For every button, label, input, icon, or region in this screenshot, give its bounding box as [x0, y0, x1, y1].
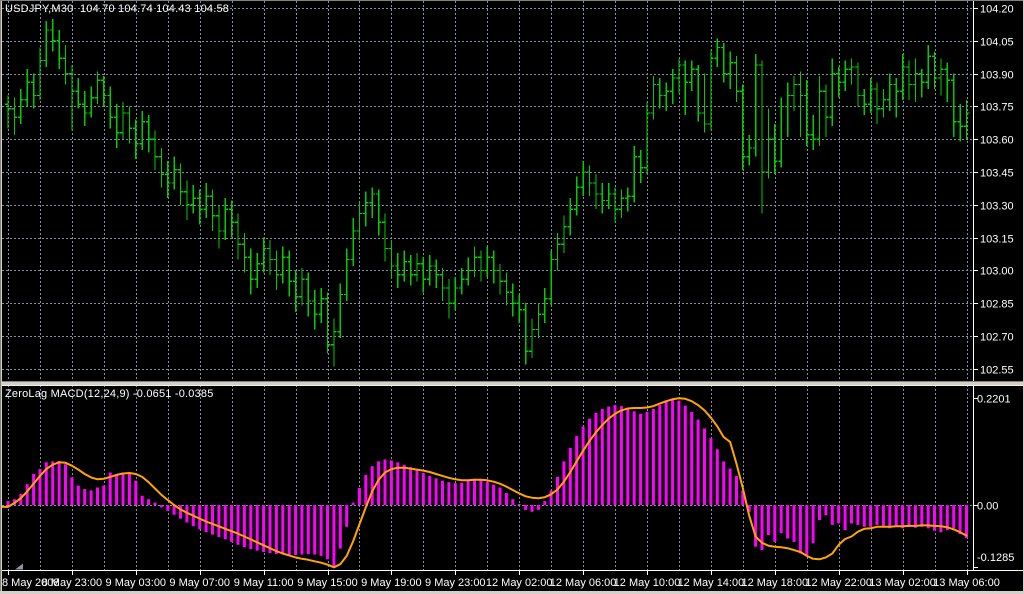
macd-signal-line [1, 397, 968, 569]
svg-text:0.2201: 0.2201 [977, 394, 1011, 406]
svg-text:0.00: 0.00 [977, 501, 998, 513]
svg-text:12 May 02:00: 12 May 02:00 [486, 577, 553, 589]
svg-text:102.70: 102.70 [980, 332, 1014, 344]
panel-splitter[interactable] [0, 381, 1024, 386]
svg-text:9 May 03:00: 9 May 03:00 [106, 577, 167, 589]
svg-text:13 May 02:00: 13 May 02:00 [869, 577, 936, 589]
svg-text:104.05: 104.05 [980, 37, 1014, 49]
svg-text:104.20: 104.20 [980, 4, 1014, 16]
svg-text:103.30: 103.30 [980, 201, 1014, 213]
scroll-marker-icon [15, 563, 23, 570]
svg-text:103.15: 103.15 [980, 234, 1014, 246]
svg-text:103.60: 103.60 [980, 135, 1014, 147]
svg-text:103.90: 103.90 [980, 70, 1014, 82]
svg-text:103.75: 103.75 [980, 102, 1014, 114]
svg-text:9 May 19:00: 9 May 19:00 [361, 577, 422, 589]
svg-text:102.55: 102.55 [980, 365, 1014, 377]
indicator-title: ZeroLag MACD(12,24,9) -0.0651 -0.0385 [5, 388, 214, 400]
svg-text:9 May 11:00: 9 May 11:00 [234, 577, 294, 589]
svg-text:9 May 15:00: 9 May 15:00 [297, 577, 358, 589]
svg-text:103.45: 103.45 [980, 168, 1014, 180]
axis-labels: 104.20 104.05 103.90 103.75 103.60 103.45 103.… [2, 4, 1014, 590]
ohlc-bars [5, 18, 970, 367]
svg-text:8 May 23:00: 8 May 23:00 [42, 577, 103, 589]
svg-text:102.85: 102.85 [980, 299, 1014, 311]
svg-text:12 May 06:00: 12 May 06:00 [550, 577, 617, 589]
svg-text:12 May 10:00: 12 May 10:00 [614, 577, 681, 589]
axes [0, 8, 1023, 575]
svg-text:8 May 2008: 8 May 2008 [2, 577, 59, 589]
svg-text:12 May 14:00: 12 May 14:00 [678, 577, 745, 589]
svg-text:12 May 18:00: 12 May 18:00 [741, 577, 808, 589]
svg-text:103.00: 103.00 [980, 266, 1014, 278]
price-panel[interactable] [5, 18, 970, 367]
svg-text:12 May 22:00: 12 May 22:00 [805, 577, 872, 589]
svg-text:13 May 06:00: 13 May 06:00 [933, 577, 1000, 589]
macd-panel[interactable] [1, 397, 968, 569]
svg-text:9 May 23:00: 9 May 23:00 [425, 577, 486, 589]
price-chart-title: USDJPY,M30 104.70 104.74 104.43 104.58 [5, 3, 230, 15]
svg-text:9 May 07:00: 9 May 07:00 [169, 577, 230, 589]
svg-text:-0.1285: -0.1285 [977, 552, 1014, 564]
